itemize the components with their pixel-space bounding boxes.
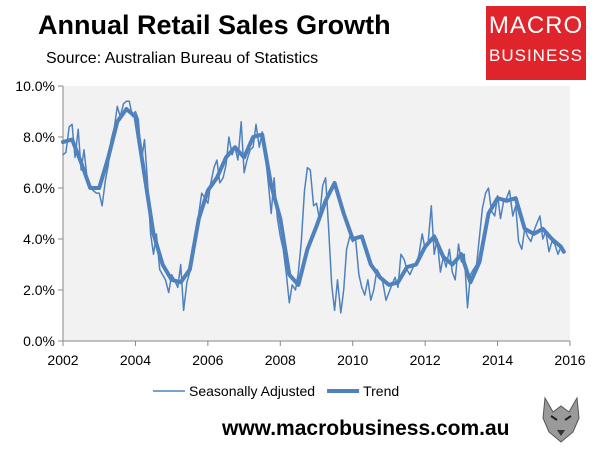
y-tick-label: 4.0% [23,231,55,247]
x-tick-label: 2006 [192,352,223,368]
legend-label-seasonally-adjusted: Seasonally Adjusted [189,383,315,399]
logo-line1: MACRO [488,12,584,39]
x-tick-label: 2012 [410,352,441,368]
plot-area [63,86,570,341]
x-tick-label: 2004 [120,352,151,368]
y-tick-label: 6.0% [23,180,55,196]
series-line-trend [61,107,566,287]
retail-sales-chart: 0.0% 2.0% 4.0% 6.0% 8.0% 10.0% 2002 2004 2006 200… [15,78,585,399]
x-tick-label: 2010 [337,352,368,368]
macrobusiness-logo: MACRO BUSINESS [486,6,586,80]
series-line-seasonally-adjusted [62,100,565,314]
y-tick-label: 8.0% [23,129,55,145]
y-tick-label: 0.0% [23,333,55,349]
chart-title: Annual Retail Sales Growth [38,10,391,40]
footer-url: www.macrobusiness.com.au [222,417,510,440]
wolf-logo-icon [537,394,585,444]
legend-label-trend: Trend [363,383,399,399]
y-tick-label: 10.0% [15,78,55,94]
logo-line2: BUSINESS [489,46,583,65]
x-tick-label: 2008 [265,352,296,368]
y-tick-label: 2.0% [23,282,55,298]
x-tick-label: 2002 [47,352,78,368]
x-tick-label: 2016 [554,352,585,368]
chart-source: Source: Australian Bureau of Statistics [46,50,319,67]
x-tick-label: 2014 [482,352,513,368]
